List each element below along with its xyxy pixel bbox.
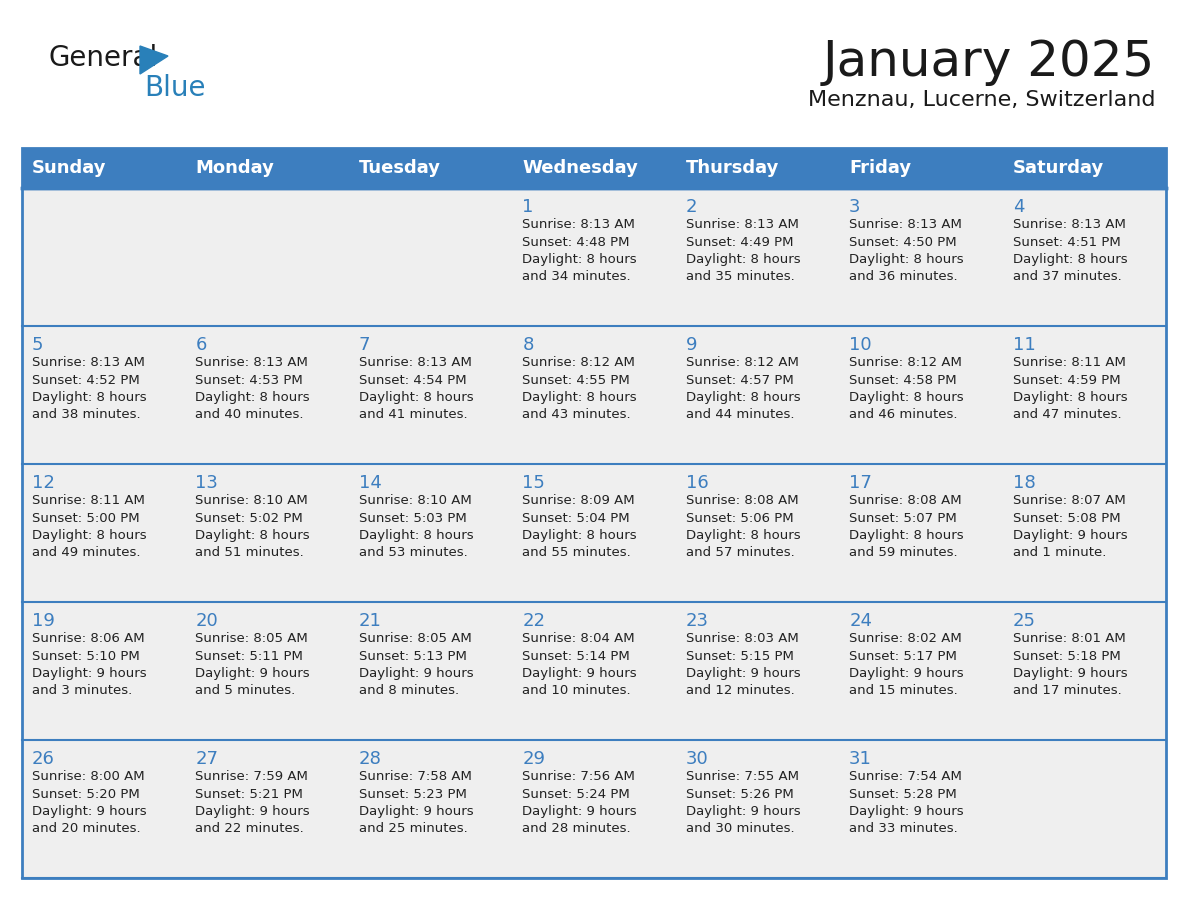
Text: 24: 24 — [849, 612, 872, 630]
Text: Sunrise: 8:09 AM
Sunset: 5:04 PM
Daylight: 8 hours
and 55 minutes.: Sunrise: 8:09 AM Sunset: 5:04 PM Dayligh… — [523, 494, 637, 559]
Text: Sunrise: 8:02 AM
Sunset: 5:17 PM
Daylight: 9 hours
and 15 minutes.: Sunrise: 8:02 AM Sunset: 5:17 PM Dayligh… — [849, 632, 963, 698]
Text: 7: 7 — [359, 336, 371, 354]
Text: 26: 26 — [32, 750, 55, 768]
Text: Sunrise: 8:03 AM
Sunset: 5:15 PM
Daylight: 9 hours
and 12 minutes.: Sunrise: 8:03 AM Sunset: 5:15 PM Dayligh… — [685, 632, 801, 698]
Text: Sunrise: 8:13 AM
Sunset: 4:54 PM
Daylight: 8 hours
and 41 minutes.: Sunrise: 8:13 AM Sunset: 4:54 PM Dayligh… — [359, 356, 474, 421]
Text: Sunrise: 7:58 AM
Sunset: 5:23 PM
Daylight: 9 hours
and 25 minutes.: Sunrise: 7:58 AM Sunset: 5:23 PM Dayligh… — [359, 770, 474, 835]
Bar — [23, 148, 1165, 188]
Text: Saturday: Saturday — [1012, 159, 1104, 177]
Text: Sunrise: 8:13 AM
Sunset: 4:50 PM
Daylight: 8 hours
and 36 minutes.: Sunrise: 8:13 AM Sunset: 4:50 PM Dayligh… — [849, 218, 963, 284]
Text: Wednesday: Wednesday — [523, 159, 638, 177]
Text: 9: 9 — [685, 336, 697, 354]
Text: 13: 13 — [196, 474, 219, 492]
Bar — [23, 188, 1165, 326]
Text: Monday: Monday — [196, 159, 274, 177]
Text: Sunrise: 7:55 AM
Sunset: 5:26 PM
Daylight: 9 hours
and 30 minutes.: Sunrise: 7:55 AM Sunset: 5:26 PM Dayligh… — [685, 770, 801, 835]
Text: 1: 1 — [523, 198, 533, 216]
Text: 31: 31 — [849, 750, 872, 768]
Text: Sunrise: 8:13 AM
Sunset: 4:48 PM
Daylight: 8 hours
and 34 minutes.: Sunrise: 8:13 AM Sunset: 4:48 PM Dayligh… — [523, 218, 637, 284]
Text: 23: 23 — [685, 612, 709, 630]
Text: Sunrise: 8:12 AM
Sunset: 4:57 PM
Daylight: 8 hours
and 44 minutes.: Sunrise: 8:12 AM Sunset: 4:57 PM Dayligh… — [685, 356, 801, 421]
Text: 4: 4 — [1012, 198, 1024, 216]
Bar — [23, 326, 1165, 464]
Text: Sunday: Sunday — [32, 159, 107, 177]
Text: 3: 3 — [849, 198, 860, 216]
Text: January 2025: January 2025 — [823, 38, 1155, 86]
Text: 28: 28 — [359, 750, 381, 768]
Text: Sunrise: 7:59 AM
Sunset: 5:21 PM
Daylight: 9 hours
and 22 minutes.: Sunrise: 7:59 AM Sunset: 5:21 PM Dayligh… — [196, 770, 310, 835]
Text: Sunrise: 8:10 AM
Sunset: 5:03 PM
Daylight: 8 hours
and 53 minutes.: Sunrise: 8:10 AM Sunset: 5:03 PM Dayligh… — [359, 494, 474, 559]
Text: 21: 21 — [359, 612, 381, 630]
Text: 19: 19 — [32, 612, 55, 630]
Text: 16: 16 — [685, 474, 708, 492]
Text: Sunrise: 8:13 AM
Sunset: 4:51 PM
Daylight: 8 hours
and 37 minutes.: Sunrise: 8:13 AM Sunset: 4:51 PM Dayligh… — [1012, 218, 1127, 284]
Text: 17: 17 — [849, 474, 872, 492]
Text: 14: 14 — [359, 474, 381, 492]
Text: Sunrise: 8:04 AM
Sunset: 5:14 PM
Daylight: 9 hours
and 10 minutes.: Sunrise: 8:04 AM Sunset: 5:14 PM Dayligh… — [523, 632, 637, 698]
Text: 25: 25 — [1012, 612, 1036, 630]
Text: Sunrise: 8:05 AM
Sunset: 5:11 PM
Daylight: 9 hours
and 5 minutes.: Sunrise: 8:05 AM Sunset: 5:11 PM Dayligh… — [196, 632, 310, 698]
Text: 15: 15 — [523, 474, 545, 492]
Bar — [23, 602, 1165, 740]
Text: 30: 30 — [685, 750, 708, 768]
Text: Sunrise: 8:11 AM
Sunset: 5:00 PM
Daylight: 8 hours
and 49 minutes.: Sunrise: 8:11 AM Sunset: 5:00 PM Dayligh… — [32, 494, 146, 559]
Text: 27: 27 — [196, 750, 219, 768]
Polygon shape — [140, 46, 168, 74]
Text: General: General — [48, 44, 157, 72]
Text: Sunrise: 8:00 AM
Sunset: 5:20 PM
Daylight: 9 hours
and 20 minutes.: Sunrise: 8:00 AM Sunset: 5:20 PM Dayligh… — [32, 770, 146, 835]
Text: Sunrise: 8:10 AM
Sunset: 5:02 PM
Daylight: 8 hours
and 51 minutes.: Sunrise: 8:10 AM Sunset: 5:02 PM Dayligh… — [196, 494, 310, 559]
Text: Sunrise: 8:07 AM
Sunset: 5:08 PM
Daylight: 9 hours
and 1 minute.: Sunrise: 8:07 AM Sunset: 5:08 PM Dayligh… — [1012, 494, 1127, 559]
Text: Menznau, Lucerne, Switzerland: Menznau, Lucerne, Switzerland — [808, 90, 1155, 110]
Text: Sunrise: 8:06 AM
Sunset: 5:10 PM
Daylight: 9 hours
and 3 minutes.: Sunrise: 8:06 AM Sunset: 5:10 PM Dayligh… — [32, 632, 146, 698]
Text: Sunrise: 7:54 AM
Sunset: 5:28 PM
Daylight: 9 hours
and 33 minutes.: Sunrise: 7:54 AM Sunset: 5:28 PM Dayligh… — [849, 770, 963, 835]
Text: 10: 10 — [849, 336, 872, 354]
Bar — [23, 464, 1165, 602]
Text: Sunrise: 8:05 AM
Sunset: 5:13 PM
Daylight: 9 hours
and 8 minutes.: Sunrise: 8:05 AM Sunset: 5:13 PM Dayligh… — [359, 632, 474, 698]
Text: Sunrise: 8:08 AM
Sunset: 5:07 PM
Daylight: 8 hours
and 59 minutes.: Sunrise: 8:08 AM Sunset: 5:07 PM Dayligh… — [849, 494, 963, 559]
Text: Sunrise: 8:13 AM
Sunset: 4:53 PM
Daylight: 8 hours
and 40 minutes.: Sunrise: 8:13 AM Sunset: 4:53 PM Dayligh… — [196, 356, 310, 421]
Text: 29: 29 — [523, 750, 545, 768]
Text: 22: 22 — [523, 612, 545, 630]
Text: 20: 20 — [196, 612, 219, 630]
Text: Sunrise: 7:56 AM
Sunset: 5:24 PM
Daylight: 9 hours
and 28 minutes.: Sunrise: 7:56 AM Sunset: 5:24 PM Dayligh… — [523, 770, 637, 835]
Text: Blue: Blue — [144, 74, 206, 102]
Bar — [23, 740, 1165, 878]
Text: 12: 12 — [32, 474, 55, 492]
Text: Sunrise: 8:08 AM
Sunset: 5:06 PM
Daylight: 8 hours
and 57 minutes.: Sunrise: 8:08 AM Sunset: 5:06 PM Dayligh… — [685, 494, 801, 559]
Text: Sunrise: 8:13 AM
Sunset: 4:49 PM
Daylight: 8 hours
and 35 minutes.: Sunrise: 8:13 AM Sunset: 4:49 PM Dayligh… — [685, 218, 801, 284]
Text: Sunrise: 8:11 AM
Sunset: 4:59 PM
Daylight: 8 hours
and 47 minutes.: Sunrise: 8:11 AM Sunset: 4:59 PM Dayligh… — [1012, 356, 1127, 421]
Text: Sunrise: 8:12 AM
Sunset: 4:58 PM
Daylight: 8 hours
and 46 minutes.: Sunrise: 8:12 AM Sunset: 4:58 PM Dayligh… — [849, 356, 963, 421]
Text: Tuesday: Tuesday — [359, 159, 441, 177]
Text: 11: 11 — [1012, 336, 1035, 354]
Text: Sunrise: 8:01 AM
Sunset: 5:18 PM
Daylight: 9 hours
and 17 minutes.: Sunrise: 8:01 AM Sunset: 5:18 PM Dayligh… — [1012, 632, 1127, 698]
Text: Sunrise: 8:13 AM
Sunset: 4:52 PM
Daylight: 8 hours
and 38 minutes.: Sunrise: 8:13 AM Sunset: 4:52 PM Dayligh… — [32, 356, 146, 421]
Text: 5: 5 — [32, 336, 44, 354]
Text: Sunrise: 8:12 AM
Sunset: 4:55 PM
Daylight: 8 hours
and 43 minutes.: Sunrise: 8:12 AM Sunset: 4:55 PM Dayligh… — [523, 356, 637, 421]
Bar — [23, 148, 1165, 878]
Text: Thursday: Thursday — [685, 159, 779, 177]
Text: Friday: Friday — [849, 159, 911, 177]
Text: 2: 2 — [685, 198, 697, 216]
Text: 18: 18 — [1012, 474, 1035, 492]
Text: 8: 8 — [523, 336, 533, 354]
Text: 6: 6 — [196, 336, 207, 354]
